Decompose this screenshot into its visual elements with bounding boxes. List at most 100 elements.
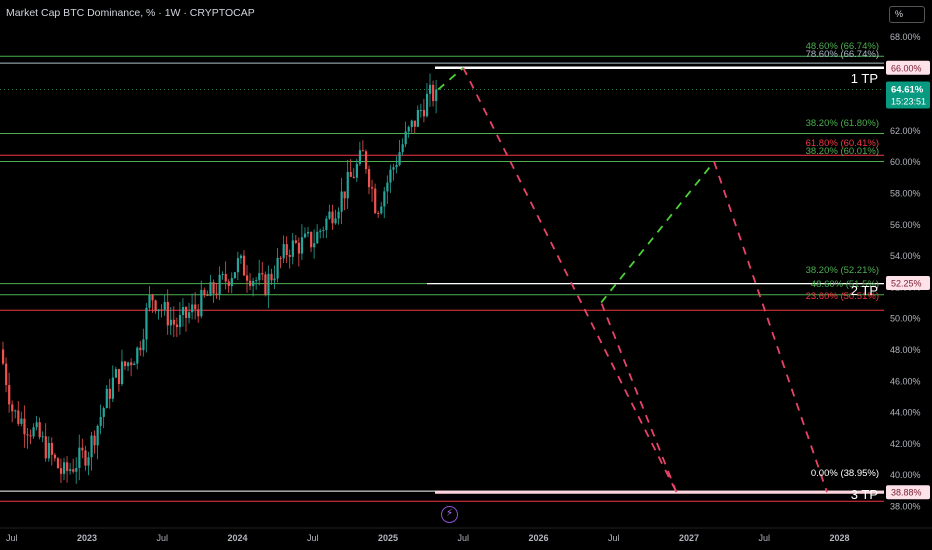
candle-body <box>38 422 41 438</box>
candle-body <box>120 361 124 385</box>
candle-body <box>319 230 322 232</box>
candle-body <box>145 307 148 340</box>
projection-arrows <box>437 67 828 493</box>
price-tick: 42.00% <box>890 439 921 449</box>
fib-label: 38.20% (61.80%) <box>806 118 879 129</box>
current-price-badge <box>886 81 930 109</box>
candle-body <box>300 237 304 254</box>
price-tick: 50.00% <box>890 314 921 324</box>
candle-body <box>181 307 185 315</box>
unit-toggle-button[interactable]: % <box>889 6 925 23</box>
candle-body <box>343 191 346 199</box>
candle-body <box>20 418 23 424</box>
candle-body <box>160 309 163 311</box>
candle-body <box>14 410 17 412</box>
candle-body <box>93 435 96 446</box>
candle-body <box>59 468 63 474</box>
price-tick: 38.00% <box>890 502 921 512</box>
candle-body <box>69 469 72 471</box>
time-tick: Jul <box>156 533 168 543</box>
projection-line <box>462 67 678 493</box>
fib-label: 78.60% (66.74%) <box>806 49 879 60</box>
time-tick: Jul <box>6 533 18 543</box>
candle-body <box>35 422 38 428</box>
candle-body <box>303 233 307 238</box>
candle-body <box>389 169 392 183</box>
candle-body <box>322 229 325 231</box>
candle-body <box>404 131 407 145</box>
candle-body <box>44 436 47 459</box>
lightning-icon[interactable]: ⚡ <box>441 506 458 523</box>
price-tick: 56.00% <box>890 220 921 230</box>
fib-labels: 48.60% (66.74%)78.60% (66.74%) 38.20% (61… <box>806 41 879 479</box>
candle-body <box>352 176 355 178</box>
candle-body <box>413 120 416 127</box>
candle-body <box>331 211 334 224</box>
target-labels: 1 TP 2 TP 3 TP <box>851 71 878 502</box>
price-tick: 62.00% <box>890 126 921 136</box>
candle-body <box>291 240 294 257</box>
time-tick: 2028 <box>829 533 849 543</box>
candle-body <box>236 258 240 273</box>
level-badge <box>886 60 930 75</box>
time-tick: 2023 <box>77 533 97 543</box>
candle-body <box>425 93 429 117</box>
fib-label: 61.80% (60.41%) <box>806 138 879 149</box>
candle-body <box>206 294 209 296</box>
candle-body <box>200 289 203 317</box>
candle-body <box>337 211 340 219</box>
candle-body <box>285 244 288 256</box>
candle-body <box>386 182 389 192</box>
candle-body <box>175 324 179 328</box>
candle-body <box>136 347 139 364</box>
candle-body <box>5 363 8 386</box>
candle-body <box>99 416 102 426</box>
candle-body <box>233 272 236 279</box>
price-axis[interactable]: 68.00%66.00%64.00%62.00%60.00%58.00%56.0… <box>884 0 932 550</box>
candle-body <box>142 339 145 351</box>
candle-body <box>383 191 386 207</box>
candle-body <box>87 457 90 466</box>
fib-label: 38.20% (52.21%) <box>806 265 879 276</box>
horizontal-levels <box>0 55 884 502</box>
candle-body <box>249 280 252 287</box>
candle-body <box>328 211 331 219</box>
candle-body <box>32 427 35 437</box>
tp-label: 3 TP <box>851 487 878 502</box>
candle-body <box>114 369 118 378</box>
candle-body <box>401 144 404 153</box>
candle-body <box>282 244 285 259</box>
candle-body <box>368 169 371 188</box>
candle-body <box>212 282 215 294</box>
fib-label: 0.00% (38.95%) <box>811 468 879 479</box>
candle-body <box>124 361 127 367</box>
candle-body <box>163 301 166 310</box>
candle-body <box>255 280 258 282</box>
candle-body <box>11 404 14 412</box>
fib-label: 38.20% (60.01%) <box>806 146 879 157</box>
candle-body <box>224 273 227 282</box>
candle-body <box>297 242 301 254</box>
candle-body <box>191 304 194 313</box>
candle-body <box>148 295 151 308</box>
time-tick: Jul <box>608 533 620 543</box>
level-badge <box>886 275 930 290</box>
candle-body <box>313 243 316 248</box>
tp-label: 2 TP <box>851 283 878 298</box>
candle-body <box>117 369 121 385</box>
candle-body <box>276 257 279 279</box>
candle-body <box>264 274 267 295</box>
price-tick: 60.00% <box>890 157 921 167</box>
time-axis[interactable]: Jul 2023 Jul 2024 Jul 2025 Jul 2026 Jul 2027 Jul 20… <box>0 527 932 543</box>
candle-body <box>157 309 160 312</box>
candle-body <box>355 163 358 178</box>
candle-body <box>56 458 60 469</box>
candle-body <box>340 191 343 212</box>
price-tick: 40.00% <box>890 470 921 480</box>
candle-body <box>435 89 438 102</box>
candle-body <box>172 319 175 325</box>
level-badge <box>886 485 930 500</box>
candle-body <box>221 273 224 275</box>
candle-body <box>41 436 44 438</box>
